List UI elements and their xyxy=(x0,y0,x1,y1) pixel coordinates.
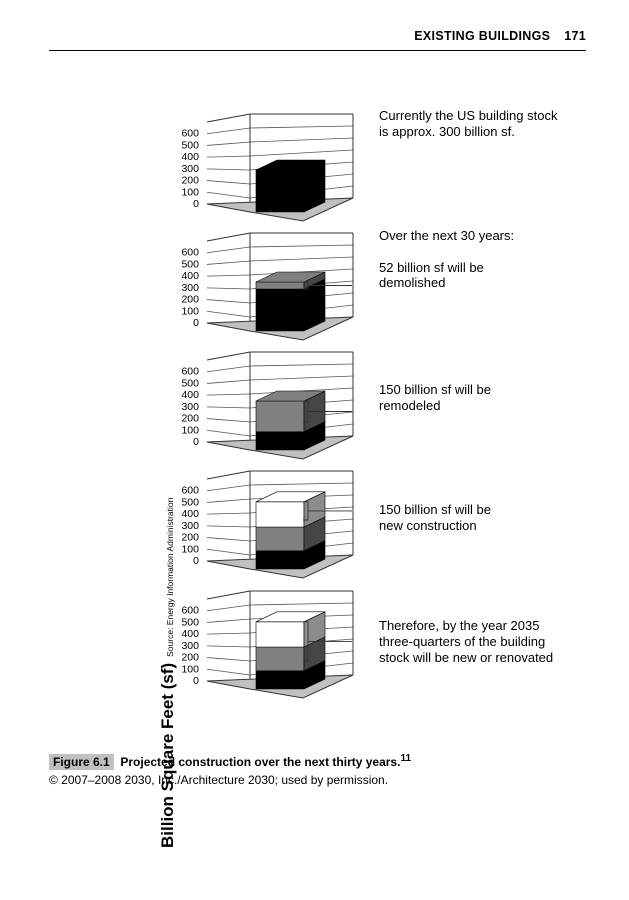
svg-text:300: 300 xyxy=(181,163,199,175)
svg-text:0: 0 xyxy=(193,436,199,448)
svg-text:300: 300 xyxy=(181,401,199,413)
svg-text:400: 400 xyxy=(181,151,199,163)
svg-text:500: 500 xyxy=(181,616,199,628)
svg-text:100: 100 xyxy=(181,305,199,317)
svg-text:600: 600 xyxy=(181,605,199,617)
svg-text:400: 400 xyxy=(181,508,199,520)
svg-text:600: 600 xyxy=(181,485,199,497)
svg-text:100: 100 xyxy=(181,543,199,555)
svg-text:500: 500 xyxy=(181,377,199,389)
svg-text:200: 200 xyxy=(181,413,199,425)
svg-text:0: 0 xyxy=(193,198,199,210)
svg-text:100: 100 xyxy=(181,186,199,198)
svg-text:100: 100 xyxy=(181,424,199,436)
svg-text:600: 600 xyxy=(181,366,199,378)
svg-text:400: 400 xyxy=(181,389,199,401)
svg-text:300: 300 xyxy=(181,282,199,294)
svg-text:400: 400 xyxy=(181,628,199,640)
svg-text:600: 600 xyxy=(181,128,199,140)
svg-text:200: 200 xyxy=(181,294,199,306)
svg-text:500: 500 xyxy=(181,139,199,151)
svg-text:400: 400 xyxy=(181,270,199,282)
svg-text:200: 200 xyxy=(181,532,199,544)
svg-text:200: 200 xyxy=(181,175,199,187)
svg-text:100: 100 xyxy=(181,663,199,675)
svg-text:300: 300 xyxy=(181,640,199,652)
svg-text:500: 500 xyxy=(181,258,199,270)
svg-text:0: 0 xyxy=(193,555,199,567)
svg-text:200: 200 xyxy=(181,652,199,664)
svg-text:300: 300 xyxy=(181,520,199,532)
svg-text:0: 0 xyxy=(193,317,199,329)
svg-text:500: 500 xyxy=(181,496,199,508)
svg-text:600: 600 xyxy=(181,247,199,259)
svg-text:0: 0 xyxy=(193,675,199,687)
